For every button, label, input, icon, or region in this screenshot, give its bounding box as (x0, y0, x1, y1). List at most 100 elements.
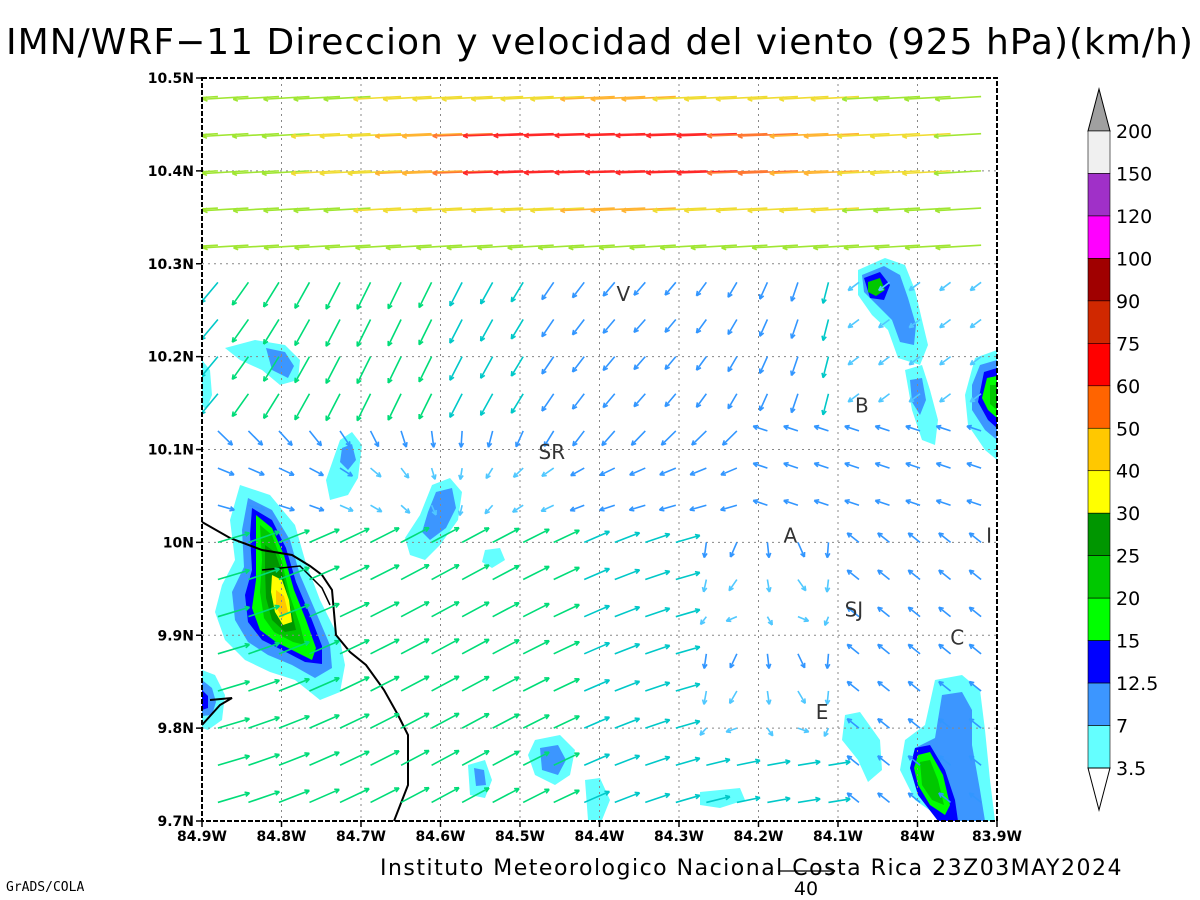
wind-vector (323, 95, 371, 102)
wind-vector (758, 319, 769, 337)
wind-vector (462, 170, 524, 176)
wind-vector (877, 792, 891, 804)
wind-vector (355, 244, 402, 251)
wind-vector (263, 244, 310, 251)
wind-vector (492, 564, 520, 581)
wind-vector (431, 712, 460, 729)
wind-vector (658, 504, 677, 512)
wind-vector (664, 393, 677, 408)
wind-vector (790, 356, 799, 377)
wind-vector (418, 356, 433, 383)
wind-vector (933, 132, 982, 140)
wind-vector (522, 528, 550, 544)
wind-vector (758, 356, 769, 375)
colorbar-segment (1087, 512, 1111, 556)
wind-vector (370, 527, 400, 544)
wind-vector (309, 788, 340, 804)
wind-vector (715, 207, 768, 214)
wind-vector (633, 318, 646, 334)
wind-vector (727, 281, 738, 298)
wind-vector (695, 319, 707, 334)
wind-vector (846, 532, 860, 543)
wind-vector (248, 604, 280, 618)
colorbar-segment (1087, 385, 1111, 429)
wind-vector (908, 281, 921, 292)
wind-vector (938, 755, 952, 766)
wind-vector (492, 601, 520, 618)
wind-vector (904, 207, 951, 214)
wind-vector (938, 569, 952, 581)
wind-vector (935, 244, 982, 251)
colorbar-bottom-arrow (1087, 767, 1111, 812)
wind-vector (869, 132, 921, 140)
wind-vector (869, 170, 921, 177)
wind-vector (602, 356, 616, 372)
wind-vector (202, 393, 219, 415)
wind-vector (905, 424, 921, 432)
wind-vector (248, 753, 280, 767)
wind-vector (570, 467, 585, 477)
wind-vector (699, 616, 707, 626)
wind-vector (614, 791, 641, 804)
wind-vector (294, 393, 311, 421)
wind-vector (821, 282, 830, 304)
wind-vector (583, 790, 611, 804)
wind-vector (293, 95, 341, 102)
wind-vector (339, 713, 370, 729)
wind-vector (370, 564, 400, 581)
wind-vector (470, 207, 524, 214)
wind-vector (934, 95, 982, 102)
wind-vector (262, 356, 280, 382)
wind-vector (907, 606, 921, 618)
wind-vector (901, 170, 951, 177)
wind-vector (621, 95, 676, 102)
wind-vector (457, 505, 464, 517)
wind-vector (969, 393, 982, 403)
wind-vector (515, 430, 524, 448)
shade-20 (868, 278, 885, 296)
wind-vector (400, 712, 430, 729)
colorbar-label: 30 (1116, 503, 1140, 525)
wind-vector (560, 95, 615, 102)
reference-vector: 40 (778, 866, 836, 900)
wind-vector (828, 796, 851, 804)
colorbar-label: 90 (1116, 291, 1140, 313)
colorbar-label: 25 (1116, 546, 1140, 568)
lon-tick-label: 84W (900, 829, 935, 845)
wind-vector (701, 690, 708, 705)
wind-vector (664, 356, 677, 371)
wind-vector (938, 606, 952, 618)
colorbar-label: 12.5 (1116, 673, 1158, 695)
wind-vector (339, 527, 370, 544)
wind-vector (248, 467, 265, 476)
wind-vector (630, 430, 646, 446)
wind-vector (720, 504, 738, 512)
wind-vector (309, 602, 340, 618)
wind-vector (430, 467, 437, 480)
wind-vector (412, 95, 463, 102)
colorbar-label: 60 (1116, 376, 1140, 398)
wind-vector (309, 467, 325, 477)
wind-vector (339, 504, 354, 512)
wind-vector (492, 527, 520, 544)
place-label: C (950, 626, 964, 650)
wind-vector (247, 430, 264, 446)
wind-vector (727, 356, 738, 373)
colorbar-segment (1087, 300, 1111, 344)
wind-vector (706, 794, 731, 804)
wind-vector (767, 759, 791, 767)
wind-vector (202, 95, 218, 99)
wind-vector (441, 207, 493, 214)
lat-tick-label: 10.4N (148, 164, 194, 180)
wind-vector (935, 499, 951, 506)
wind-vector (797, 542, 806, 558)
wind-vector (400, 601, 430, 618)
wind-vector (824, 653, 831, 669)
wind-vector (484, 504, 494, 515)
wind-vector (727, 319, 738, 336)
wind-vector (522, 565, 550, 581)
wind-vector (873, 207, 921, 214)
colorbar-label: 150 (1116, 163, 1152, 185)
wind-vector (387, 356, 402, 384)
lon-tick-label: 84.8W (257, 829, 307, 845)
